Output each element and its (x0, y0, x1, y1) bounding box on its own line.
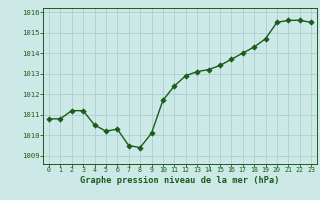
X-axis label: Graphe pression niveau de la mer (hPa): Graphe pression niveau de la mer (hPa) (80, 176, 280, 185)
